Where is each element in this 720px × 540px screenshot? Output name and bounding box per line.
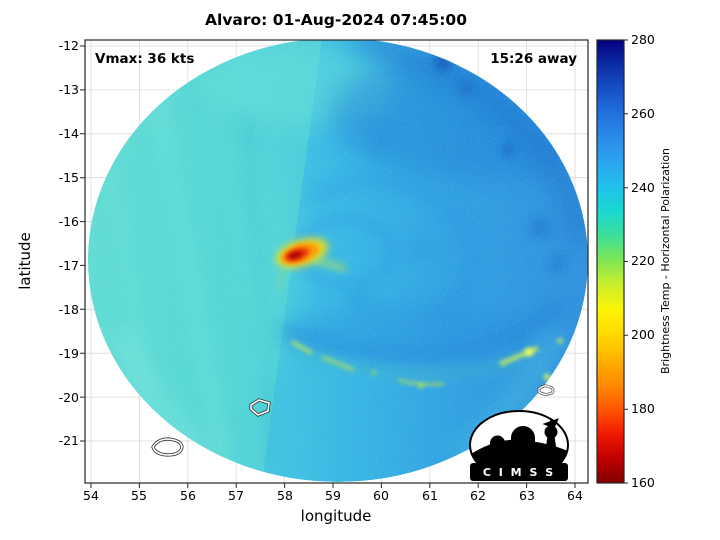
cimss-logo: C I M S S — [469, 410, 569, 481]
y-tick-label: -20 — [59, 390, 79, 405]
colorbar-gradient — [596, 39, 625, 484]
colorbar-tick-label: 180 — [631, 401, 655, 416]
y-tick-label: -19 — [59, 346, 79, 361]
x-tick-label: 55 — [131, 488, 147, 503]
colorbar-tick-marks — [624, 39, 628, 484]
colorbar: 280 260 240 220 200 180 160 Brightness T… — [596, 32, 672, 490]
x-tick-label: 60 — [373, 488, 389, 503]
x-tick-label: 58 — [277, 488, 293, 503]
colorbar-tick-label: 220 — [631, 253, 655, 268]
satellite-dish-icon — [542, 418, 559, 451]
satellite-swath — [88, 40, 588, 482]
x-tick-label: 56 — [180, 488, 196, 503]
y-tick-label: -17 — [59, 258, 79, 273]
axis-tick-marks — [80, 45, 576, 488]
observatory-dome-icon — [490, 426, 535, 449]
y-axis-label: latitude — [16, 232, 34, 290]
vmax-annotation: Vmax: 36 kts — [95, 51, 194, 67]
x-tick-label: 54 — [83, 488, 99, 503]
colorbar-label: Brightness Temp - Horizontal Polarizatio… — [659, 148, 672, 374]
swath-noise-texture — [88, 40, 588, 482]
y-tick-label: -12 — [59, 38, 79, 53]
y-tick-label: -21 — [59, 433, 79, 448]
x-tick-label: 64 — [567, 488, 583, 503]
x-tick-label: 61 — [422, 488, 438, 503]
y-axis-ticks: -12 -13 -14 -15 -16 -17 -18 -19 -20 -21 — [59, 38, 79, 448]
time-away-annotation: 15:26 away — [490, 51, 577, 67]
colorbar-tick-label: 280 — [631, 32, 655, 47]
x-tick-label: 62 — [470, 488, 486, 503]
y-tick-label: -18 — [59, 302, 79, 317]
x-tick-label: 59 — [325, 488, 341, 503]
x-axis-label: longitude — [301, 507, 372, 525]
plot-border — [84, 39, 589, 484]
x-tick-label: 57 — [228, 488, 244, 503]
x-axis-ticks: 54 55 56 57 58 59 60 61 62 63 64 — [83, 488, 583, 503]
contour-outlines — [151, 384, 555, 457]
y-tick-label: -16 — [59, 214, 79, 229]
plot-title: Alvaro: 01-Aug-2024 07:45:00 — [205, 11, 467, 29]
cimss-logo-text: C I M S S — [483, 466, 555, 479]
colorbar-tick-label: 200 — [631, 327, 655, 342]
y-tick-label: -15 — [59, 170, 79, 185]
y-tick-label: -13 — [59, 82, 79, 97]
colorbar-tick-label: 260 — [631, 106, 655, 121]
colorbar-tick-label: 160 — [631, 475, 655, 490]
cimss-logo-banner — [470, 463, 568, 481]
y-tick-label: -14 — [59, 126, 79, 141]
colorbar-tick-label: 240 — [631, 180, 655, 195]
x-tick-label: 63 — [519, 488, 535, 503]
